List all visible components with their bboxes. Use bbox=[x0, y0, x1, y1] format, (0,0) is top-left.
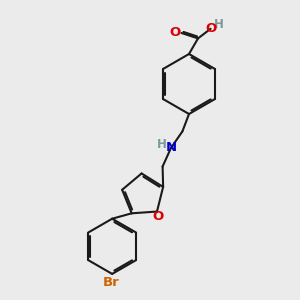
Text: Br: Br bbox=[103, 276, 120, 290]
Text: H: H bbox=[157, 138, 166, 151]
Text: H: H bbox=[214, 18, 224, 31]
Text: O: O bbox=[206, 22, 217, 35]
Text: O: O bbox=[153, 210, 164, 224]
Text: N: N bbox=[165, 141, 177, 154]
Text: O: O bbox=[169, 26, 181, 39]
